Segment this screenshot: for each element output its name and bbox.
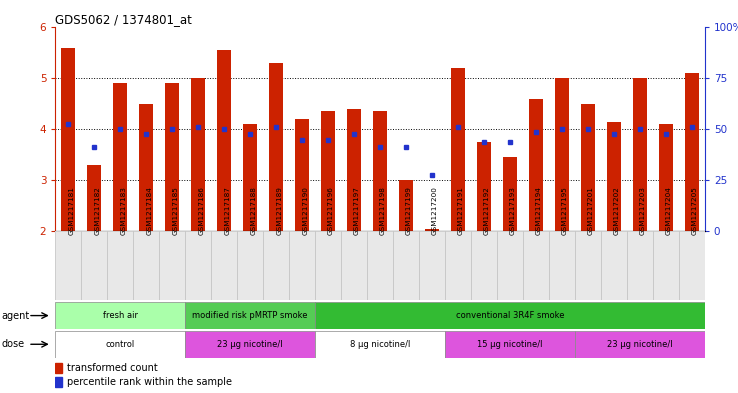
Text: percentile rank within the sample: percentile rank within the sample (67, 377, 232, 387)
Bar (659, 124, 673, 231)
Text: GSM1217191: GSM1217191 (458, 186, 464, 235)
Bar (159, 231, 185, 300)
Bar (341, 231, 367, 300)
Bar (139, 104, 154, 231)
Bar (315, 231, 341, 300)
Bar (87, 165, 101, 231)
Bar (55, 302, 185, 329)
Bar (315, 302, 705, 329)
Bar (269, 63, 283, 231)
Bar (581, 104, 595, 231)
Text: GSM1217187: GSM1217187 (224, 186, 230, 235)
Text: control: control (106, 340, 135, 349)
Bar (185, 302, 315, 329)
Text: agent: agent (1, 310, 30, 321)
Bar (191, 78, 205, 231)
Bar (575, 231, 601, 300)
Text: fresh air: fresh air (103, 311, 138, 320)
Text: GSM1217197: GSM1217197 (354, 186, 360, 235)
Text: GSM1217198: GSM1217198 (380, 186, 386, 235)
Bar (367, 231, 393, 300)
Bar (425, 229, 439, 231)
Bar (113, 83, 128, 231)
Bar (55, 377, 62, 387)
Bar (185, 331, 315, 358)
Bar (289, 231, 315, 300)
Text: modified risk pMRTP smoke: modified risk pMRTP smoke (193, 311, 308, 320)
Text: 8 μg nicotine/l: 8 μg nicotine/l (350, 340, 410, 349)
Bar (627, 231, 653, 300)
Bar (134, 231, 159, 300)
Bar (445, 331, 575, 358)
Text: 15 μg nicotine/l: 15 μg nicotine/l (477, 340, 542, 349)
Bar (107, 231, 134, 300)
Text: GSM1217189: GSM1217189 (276, 186, 282, 235)
Text: GSM1217192: GSM1217192 (484, 186, 490, 235)
Bar (471, 231, 497, 300)
Bar (632, 78, 647, 231)
Bar (263, 231, 289, 300)
Bar (575, 331, 705, 358)
Text: GSM1217200: GSM1217200 (432, 186, 438, 235)
Text: GSM1217188: GSM1217188 (250, 186, 256, 235)
Text: GSM1217205: GSM1217205 (692, 186, 698, 235)
Bar (55, 331, 185, 358)
Text: GSM1217194: GSM1217194 (536, 186, 542, 235)
Bar (497, 231, 523, 300)
Bar (81, 231, 107, 300)
Bar (503, 157, 517, 231)
Bar (679, 231, 705, 300)
Bar (607, 121, 621, 231)
Bar (61, 48, 75, 231)
Text: GSM1217195: GSM1217195 (562, 186, 568, 235)
Text: 23 μg nicotine/l: 23 μg nicotine/l (218, 340, 283, 349)
Text: 23 μg nicotine/l: 23 μg nicotine/l (607, 340, 672, 349)
Bar (217, 50, 231, 231)
Text: dose: dose (1, 339, 24, 349)
Bar (601, 231, 627, 300)
Bar (243, 124, 258, 231)
Bar (445, 231, 471, 300)
Bar (321, 111, 335, 231)
Text: GSM1217204: GSM1217204 (666, 186, 672, 235)
Text: GSM1217182: GSM1217182 (94, 186, 100, 235)
Bar (315, 331, 445, 358)
Bar (477, 142, 491, 231)
Bar (653, 231, 679, 300)
Bar (55, 364, 62, 373)
Text: GSM1217183: GSM1217183 (120, 186, 126, 235)
Text: GSM1217181: GSM1217181 (69, 186, 75, 235)
Bar (549, 231, 575, 300)
Text: GSM1217201: GSM1217201 (588, 186, 594, 235)
Bar (185, 231, 211, 300)
Text: GSM1217185: GSM1217185 (172, 186, 179, 235)
Text: transformed count: transformed count (67, 363, 158, 373)
Bar (373, 111, 387, 231)
Bar (347, 109, 361, 231)
Text: GSM1217193: GSM1217193 (510, 186, 516, 235)
Text: GSM1217190: GSM1217190 (302, 186, 308, 235)
Bar (393, 231, 419, 300)
Text: GSM1217203: GSM1217203 (640, 186, 646, 235)
Text: GSM1217186: GSM1217186 (199, 186, 204, 235)
Bar (211, 231, 237, 300)
Text: GDS5062 / 1374801_at: GDS5062 / 1374801_at (55, 13, 192, 26)
Bar (399, 180, 413, 231)
Bar (55, 231, 81, 300)
Bar (165, 83, 179, 231)
Bar (529, 99, 543, 231)
Text: conventional 3R4F smoke: conventional 3R4F smoke (455, 311, 565, 320)
Text: GSM1217199: GSM1217199 (406, 186, 412, 235)
Bar (451, 68, 465, 231)
Bar (555, 78, 569, 231)
Bar (295, 119, 309, 231)
Bar (523, 231, 549, 300)
Bar (685, 73, 699, 231)
Bar (419, 231, 445, 300)
Text: GSM1217184: GSM1217184 (146, 186, 152, 235)
Text: GSM1217202: GSM1217202 (614, 186, 620, 235)
Text: GSM1217196: GSM1217196 (328, 186, 334, 235)
Bar (237, 231, 263, 300)
